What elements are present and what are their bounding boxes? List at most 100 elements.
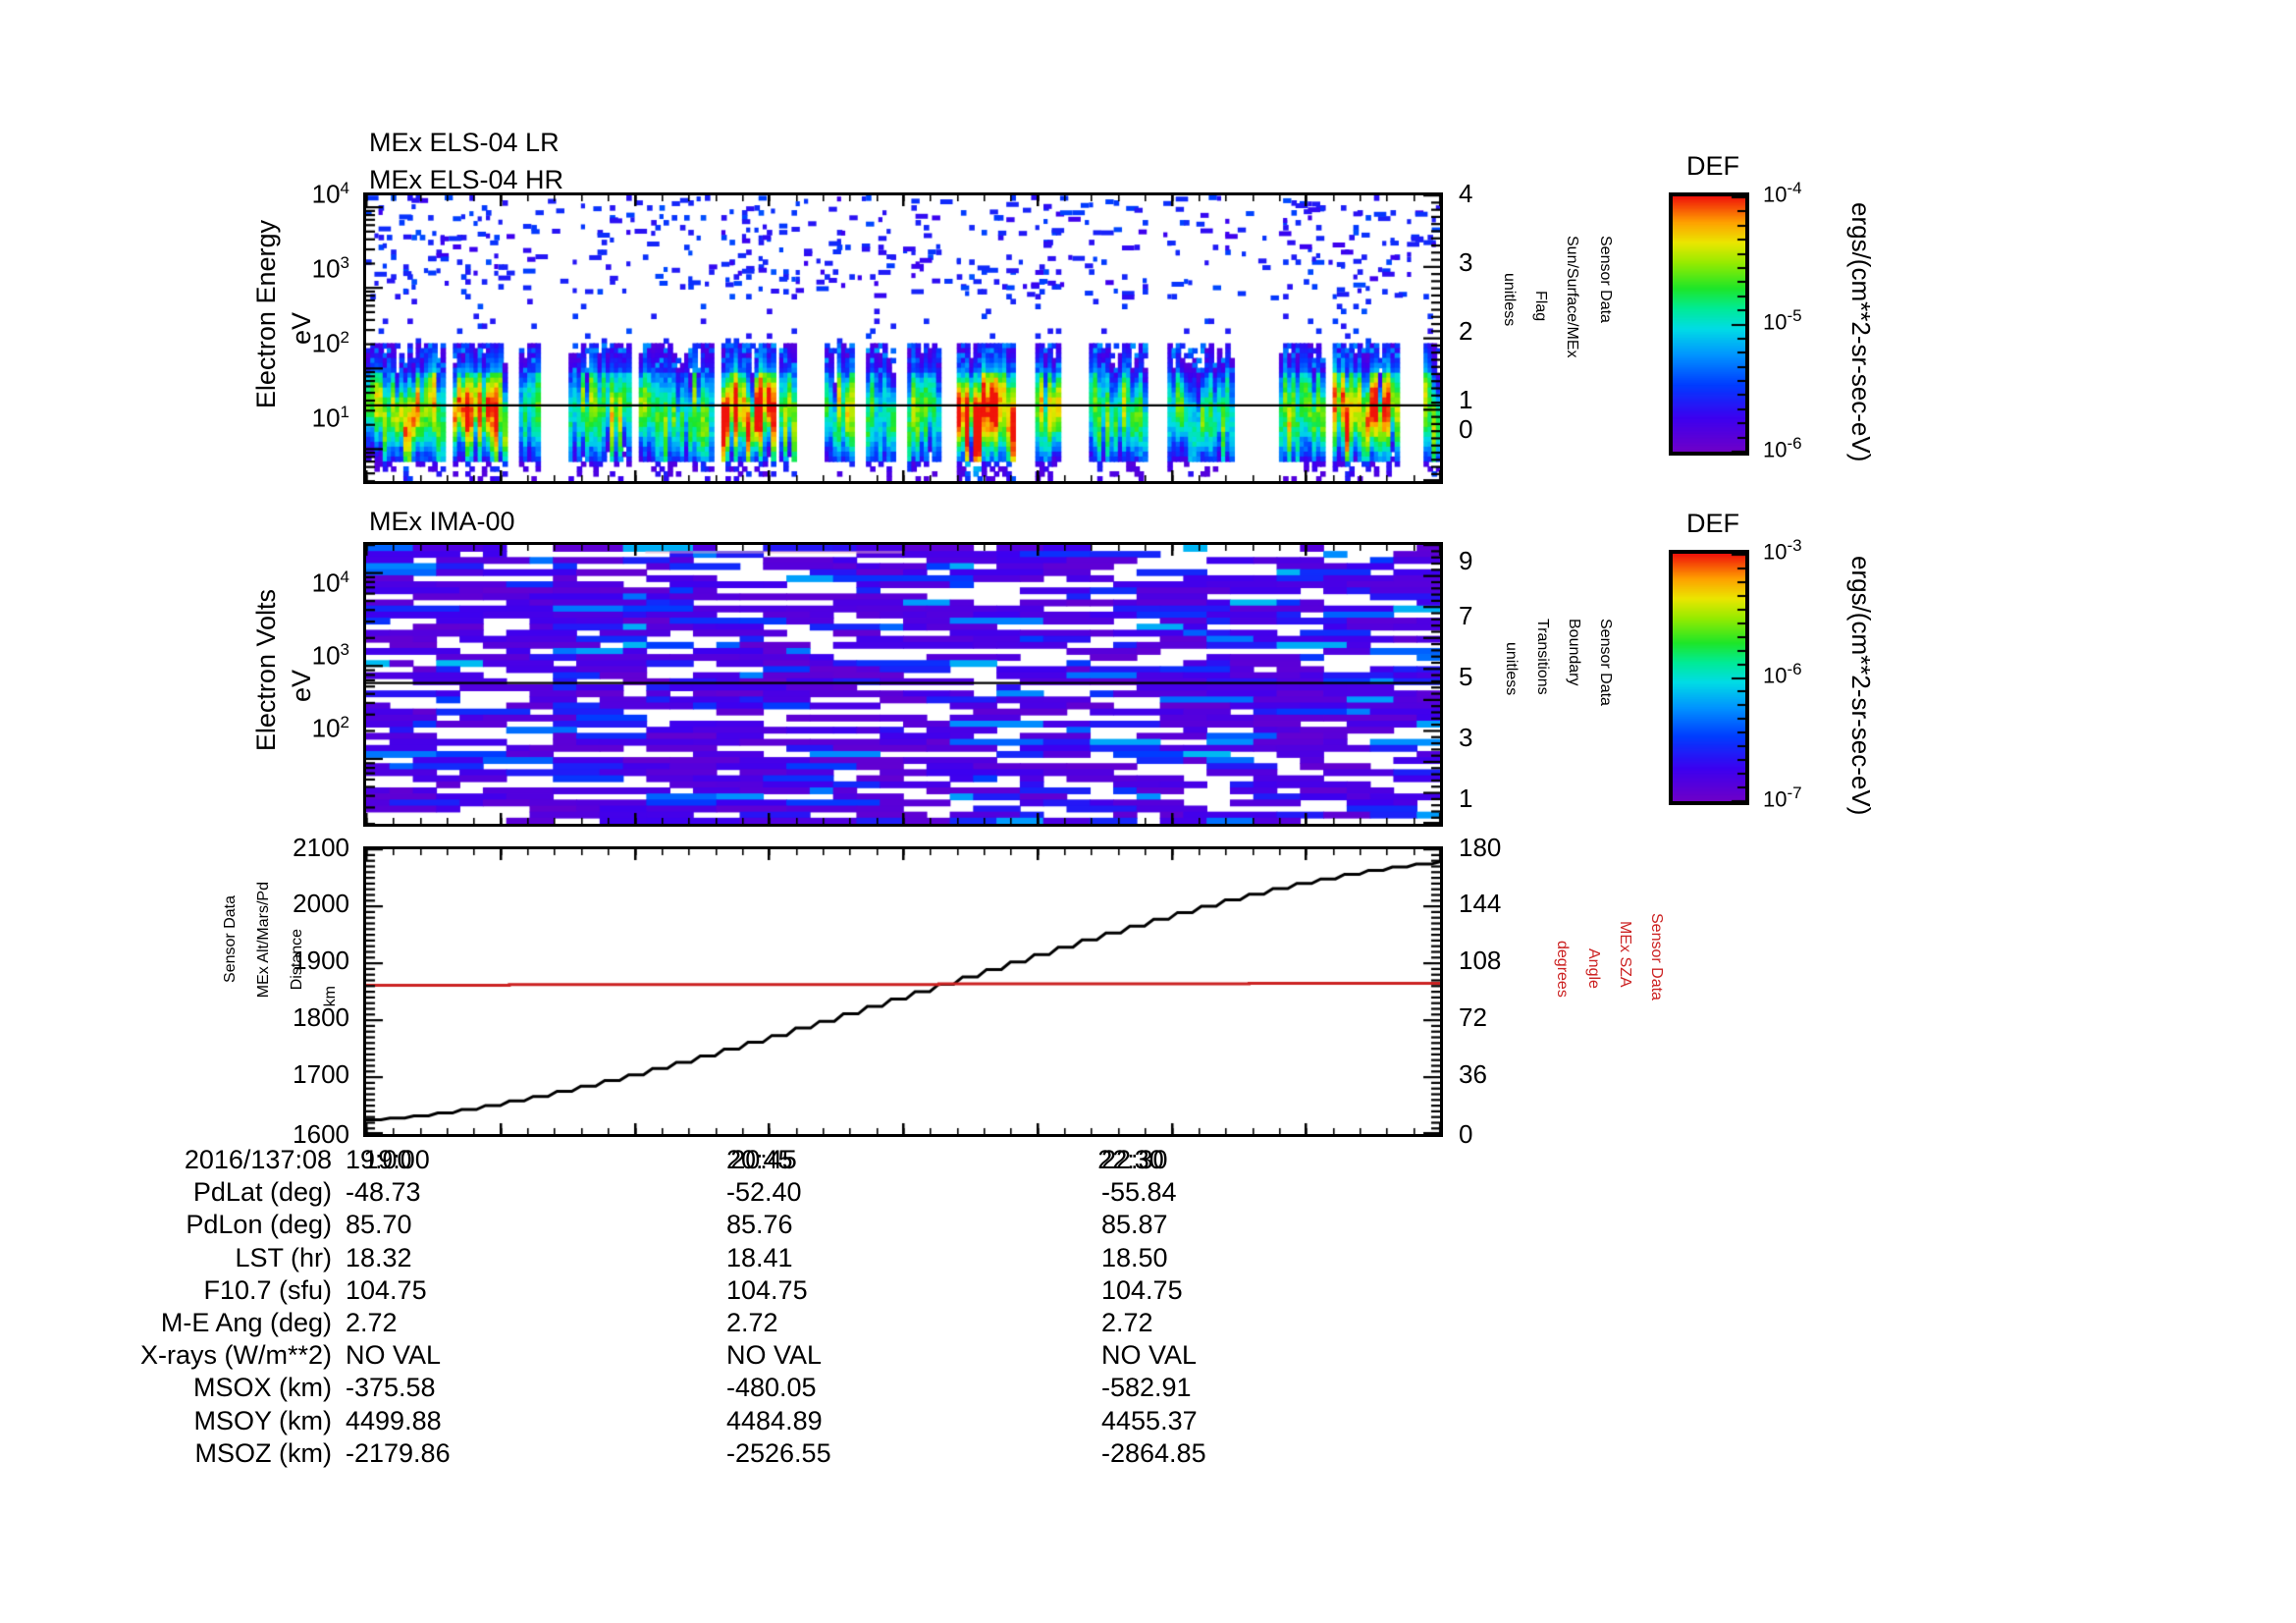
panel2-right-ylabel-l4: unitless [1503,642,1520,696]
table-row-label: MSOY (km) [193,1405,333,1435]
colorbar-1-unit: ergs/(cm**2-sr-sec-eV) [1845,202,1876,466]
panel2-ylabel-line2: eV [287,670,316,703]
table-row-label: MSOZ (km) [194,1437,332,1468]
panel3-ytick-1600: 1600 [293,1119,349,1149]
table-cell: -375.58 [346,1373,436,1403]
panel2-title: MEx IMA-00 [369,507,515,536]
table-row-label: F10.7 (sfu) [203,1274,332,1305]
table-cell: 4499.88 [346,1405,442,1435]
table-cell: 85.76 [726,1210,793,1240]
table-row-label: LST (hr) [235,1242,332,1272]
xtick-3: 22:30 [1097,1145,1164,1174]
panel1-right-ylabel-l3: Flag [1532,291,1549,322]
panel1-spectrogram[interactable] [363,192,1443,484]
panel1-right-ytick-3: 3 [1459,247,1473,277]
colorbar-2-bottom-label: 10-7 [1763,784,1802,812]
table-cell: -582.91 [1101,1373,1192,1403]
panel1-ytick-4: 104 [311,179,349,209]
colorbar-2-title: DEF [1686,509,1739,538]
table-cell: 4455.37 [1101,1405,1198,1435]
colorbar-1-bottom-label: 10-6 [1763,434,1802,462]
table-cell: -55.84 [1101,1177,1177,1208]
panel1-right-ylabel-l4: unitless [1501,273,1518,327]
panel1-right-ylabel-l2: Sun/Surface/MEx [1564,236,1580,358]
table-cell: 2.72 [1101,1308,1153,1337]
panel3-right-ylabel-l4: degrees [1554,941,1571,998]
panel2-right-ytick-9: 9 [1459,546,1473,575]
table-row-label: MSOX (km) [193,1373,332,1403]
table-cell: NO VAL [726,1340,823,1371]
colorbar-1-gradient [1669,192,1749,456]
panel3-line-plot[interactable] [363,846,1443,1137]
panel1-title-hr: MEx ELS-04 HR [369,165,564,194]
xtick-2: 20:45 [730,1145,797,1174]
panel2-ytick-2: 102 [311,713,349,743]
table-cell: 2.72 [726,1308,778,1337]
colorbar-2-unit-text: ergs/(cm**2-sr-sec-eV) [1846,556,1876,816]
panel1-ytick-1: 101 [311,403,349,433]
panel2-right-ylabel-l3: Transitions [1534,619,1551,695]
panel3-ytick-2000: 2000 [293,889,349,918]
panel2-ytick-4: 104 [311,568,349,598]
table-row-label: 2016/137:08 [184,1145,332,1174]
table-cell: 104.75 [1101,1274,1183,1305]
panel1-right-ytick-1: 1 [1459,385,1473,414]
panel1-right-ylabel-l1: Sensor Data [1597,236,1614,323]
panel3-right-ytick-180: 180 [1459,833,1502,862]
colorbar-1-top-label: 10-4 [1763,179,1802,207]
panel2-right-ytick-1: 1 [1459,784,1473,813]
table-cell: NO VAL [1101,1340,1198,1371]
panel1-title-lr: MEx ELS-04 LR [369,128,560,157]
table-row-label: M-E Ang (deg) [160,1308,332,1337]
table-cell: 18.50 [1101,1242,1168,1272]
panel2-right-ytick-5: 5 [1459,662,1473,691]
table-cell: -2179.86 [346,1437,451,1468]
table-cell: -480.05 [726,1373,817,1403]
panel3-right-ytick-36: 36 [1459,1059,1487,1089]
table-row-label: X-rays (W/m**2) [140,1340,332,1371]
table-cell: 2.72 [346,1308,398,1337]
table-cell: 18.32 [346,1242,412,1272]
table-cell: 20:45 [726,1145,793,1174]
colorbar-1-title: DEF [1686,151,1739,181]
colorbar-1-mid-label: 10-5 [1763,306,1802,335]
colorbar-1-unit-text: ergs/(cm**2-sr-sec-eV) [1846,202,1876,462]
panel3-right-ylabel-l3: Angle [1585,948,1602,989]
table-cell: 85.87 [1101,1210,1168,1240]
panel2-right-ylabel-l2: Boundary [1566,619,1582,686]
panel3-ytick-1900: 1900 [293,946,349,975]
panel3-ytick-1800: 1800 [293,1002,349,1032]
table-cell: 104.75 [726,1274,808,1305]
panel3-right-ytick-144: 144 [1459,889,1502,918]
panel1-right-ytick-4: 4 [1459,179,1473,208]
table-cell: 85.70 [346,1210,412,1240]
table-cell: -52.40 [726,1177,802,1208]
table-row-label: PdLat (deg) [192,1177,332,1208]
panel1-right-ytick-0: 0 [1459,414,1473,444]
panel1-right-ytick-2: 2 [1459,316,1473,346]
panel1-ytick-3: 103 [311,253,349,284]
panel2-spectrogram[interactable] [363,542,1443,827]
panel3-ytick-1700: 1700 [293,1059,349,1089]
xtick-1: 19:00 [363,1145,430,1174]
panel3-right-ytick-0: 0 [1459,1119,1473,1149]
table-cell: 104.75 [346,1274,427,1305]
panel1-ytick-2: 102 [311,328,349,358]
panel3-right-ytick-108: 108 [1459,946,1502,975]
table-cell: 22:30 [1101,1145,1168,1174]
colorbar-2-unit: ergs/(cm**2-sr-sec-eV) [1845,556,1876,820]
panel2-right-ytick-7: 7 [1459,601,1473,630]
table-cell: NO VAL [346,1340,442,1371]
panel2-ytick-3: 103 [311,640,349,671]
table-cell: 4484.89 [726,1405,823,1435]
table-cell: -2526.55 [726,1437,831,1468]
colorbar-2-top-label: 10-3 [1763,536,1802,565]
panel1-ylabel-line1: Electron Energy [251,220,281,409]
table-cell: 19:00 [346,1145,412,1174]
panel3-right-ylabel-l1: Sensor Data [1648,913,1665,1001]
panel2-right-ylabel-l1: Sensor Data [1597,619,1614,706]
colorbar-2-mid-label: 10-6 [1763,660,1802,688]
panel3-right-ylabel-l2: MEx SZA [1617,921,1633,988]
table-row-label: PdLon (deg) [186,1210,332,1240]
